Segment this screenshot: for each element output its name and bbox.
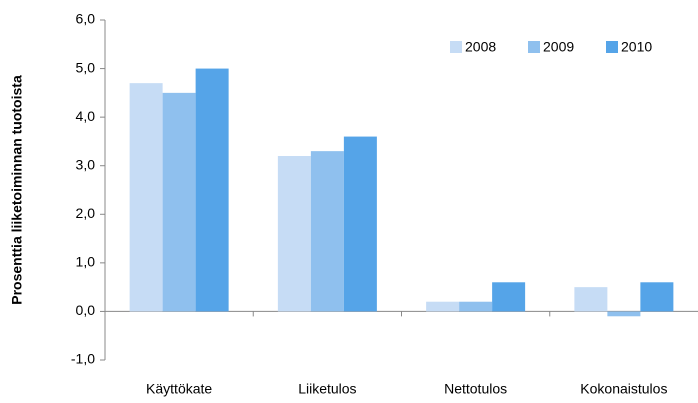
- legend-label: 2010: [621, 39, 652, 55]
- legend-label: 2008: [465, 39, 496, 55]
- y-tick-label: 0,0: [76, 302, 96, 318]
- bar: [607, 311, 641, 317]
- legend-swatch: [450, 41, 462, 53]
- bar: [129, 83, 163, 312]
- bar: [459, 301, 493, 312]
- bar: [574, 287, 608, 312]
- bar: [640, 282, 674, 312]
- bar: [162, 92, 196, 312]
- y-tick-label: 3,0: [76, 156, 96, 172]
- legend-swatch: [606, 41, 618, 53]
- x-tick-label: Käyttökate: [146, 381, 212, 397]
- legend-label: 2009: [543, 39, 574, 55]
- y-tick-label: 5,0: [76, 59, 96, 75]
- legend-swatch: [528, 41, 540, 53]
- x-tick-label: Nettotulos: [444, 381, 507, 397]
- y-axis-label: Prosenttia liiketoiminnan tuotoista: [9, 75, 25, 305]
- bar: [310, 151, 344, 312]
- y-tick-label: 4,0: [76, 108, 96, 124]
- x-tick-label: Kokonaistulos: [580, 381, 667, 397]
- bar: [277, 156, 311, 312]
- bar: [492, 282, 526, 312]
- bar: [195, 68, 229, 312]
- bar: [426, 301, 460, 312]
- y-tick-label: 1,0: [76, 254, 96, 270]
- bar: [343, 136, 377, 312]
- y-tick-label: -1,0: [71, 351, 95, 367]
- x-tick-label: Liiketulos: [298, 381, 356, 397]
- y-tick-label: 2,0: [76, 205, 96, 221]
- y-tick-label: 6,0: [76, 11, 96, 27]
